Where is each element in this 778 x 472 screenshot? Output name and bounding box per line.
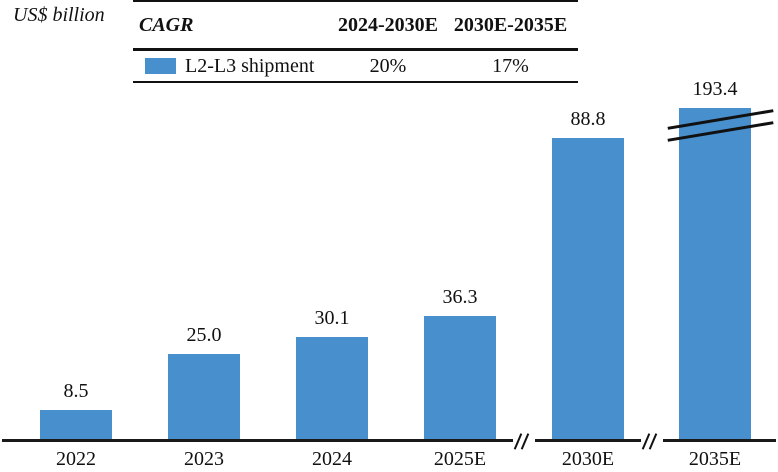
x-axis-label-2030e: 2030E bbox=[561, 448, 615, 470]
x-axis-label-2025e: 2025E bbox=[433, 448, 487, 470]
x-axis-label-2024: 2024 bbox=[312, 448, 352, 470]
y-axis-unit-label: US$ billion bbox=[13, 4, 105, 26]
cagr-table-header-row: CAGR 2024-2030E 2030E-2035E bbox=[133, 2, 578, 51]
x-axis-label-2023: 2023 bbox=[184, 448, 224, 470]
x-axis-label-2035e: 2035E bbox=[688, 448, 742, 470]
x-axis-line bbox=[2, 439, 776, 442]
bar-2022 bbox=[40, 410, 112, 439]
value-label-2035e: 193.4 bbox=[692, 78, 738, 100]
cagr-table-data-row: L2-L3 shipment 20% 17% bbox=[133, 51, 578, 81]
x-axis-label-2022: 2022 bbox=[56, 448, 96, 470]
cagr-column-header-2030-2035: 2030E-2035E bbox=[453, 13, 568, 36]
cagr-column-header-2024-2030: 2024-2030E bbox=[338, 13, 438, 36]
bar-2025e bbox=[424, 316, 496, 439]
value-label-2030e: 88.8 bbox=[570, 108, 606, 130]
bar-2023 bbox=[168, 354, 240, 439]
cagr-value-2030-2035: 17% bbox=[492, 54, 529, 77]
legend-cell: L2-L3 shipment bbox=[133, 55, 333, 78]
value-label-2022: 8.5 bbox=[63, 380, 89, 402]
bar-2030e bbox=[552, 138, 624, 439]
legend-label: L2-L3 shipment bbox=[185, 54, 315, 77]
bar-2035e bbox=[679, 108, 751, 439]
value-label-2024: 30.1 bbox=[314, 307, 350, 329]
value-label-2025e: 36.3 bbox=[442, 286, 478, 308]
cagr-table: CAGR 2024-2030E 2030E-2035E L2-L3 shipme… bbox=[133, 0, 578, 83]
value-label-2023: 25.0 bbox=[186, 324, 222, 346]
cagr-value-2024-2030: 20% bbox=[369, 54, 407, 77]
bar-2024 bbox=[296, 337, 368, 439]
legend-swatch-icon bbox=[145, 58, 176, 74]
cagr-table-title: CAGR bbox=[139, 13, 194, 36]
